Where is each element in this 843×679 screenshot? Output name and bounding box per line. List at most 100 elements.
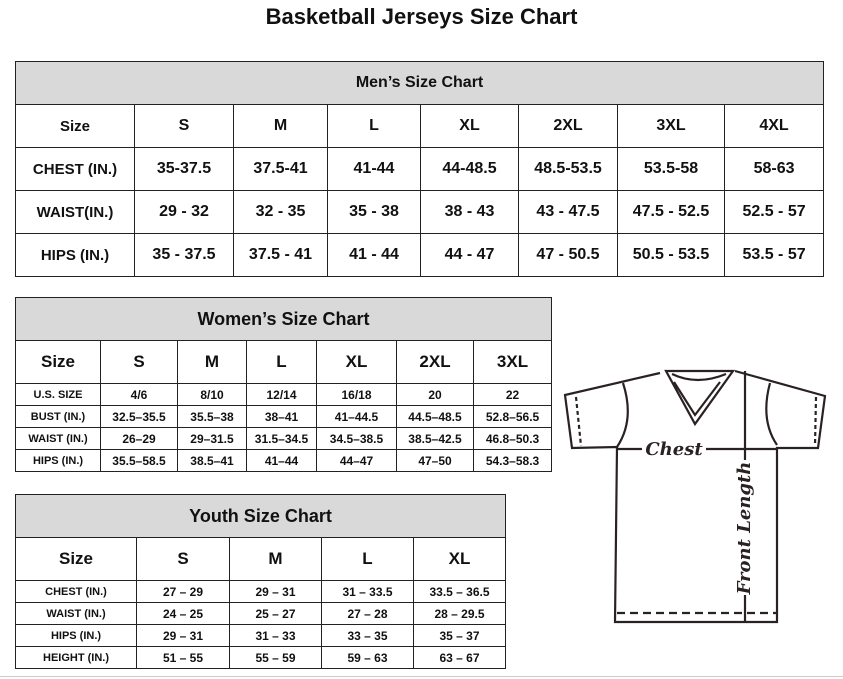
- table-cell: 53.5-58: [617, 147, 725, 191]
- table-cell: 31 – 33.5: [321, 580, 414, 603]
- table-cell: 47.5 - 52.5: [617, 190, 725, 234]
- table-cell: 16/18: [316, 383, 397, 406]
- table-row: HIPS (IN.) 35.5–58.5 38.5–41 41–44 44–47 47–5…: [15, 449, 553, 472]
- table-cell: 63 – 67: [412, 646, 507, 669]
- table-cell: 53.5 - 57: [723, 233, 825, 277]
- row-label: WAIST(IN.): [15, 190, 135, 234]
- table-cell: S: [134, 104, 234, 148]
- table-cell: 43 - 47.5: [518, 190, 618, 234]
- table-row: WAIST(IN.) 29 - 32 32 - 35 35 - 38 38 - 43 43…: [15, 190, 825, 234]
- table-cell: 33 – 35: [321, 624, 414, 647]
- row-label: BUST (IN.): [15, 405, 101, 428]
- table-row: HIPS (IN.) 35 - 37.5 37.5 - 41 41 - 44 44 - …: [15, 233, 825, 277]
- table-cell: 41-44: [327, 147, 421, 191]
- table-cell: 35.5–58.5: [100, 449, 178, 472]
- table-cell: 32.5–35.5: [100, 405, 178, 428]
- table-cell: 29 – 31: [136, 624, 230, 647]
- table-cell: 20: [396, 383, 474, 406]
- table-cell: S: [100, 340, 178, 384]
- table-cell: 54.3–58.3: [472, 449, 553, 472]
- table-cell: 47–50: [396, 449, 474, 472]
- table-cell: 33.5 – 36.5: [412, 580, 507, 603]
- table-cell: 58-63: [723, 147, 825, 191]
- table-cell: 31 – 33: [229, 624, 322, 647]
- table-cell: 35.5–38: [177, 405, 247, 428]
- table-cell: 22: [472, 383, 553, 406]
- table-cell: 27 – 29: [136, 580, 230, 603]
- row-label: HIPS (IN.): [15, 449, 101, 472]
- tshirt-outline: [563, 369, 827, 624]
- table-cell: 34.5–38.5: [316, 427, 397, 450]
- mens-chart-caption: Men’s Size Chart: [14, 61, 825, 105]
- table-cell: 3XL: [472, 340, 553, 384]
- table-cell: 44–47: [316, 449, 397, 472]
- table-cell: M: [233, 104, 328, 148]
- table-cell: 29 - 32: [134, 190, 234, 234]
- womens-size-chart: Women’s Size Chart Size S M L XL 2XL 3XL U.S. S…: [14, 297, 553, 472]
- table-cell: 28 – 29.5: [412, 602, 507, 625]
- table-cell: 31.5–34.5: [246, 427, 317, 450]
- table-cell: L: [321, 537, 414, 581]
- table-cell: 2XL: [518, 104, 618, 148]
- table-cell: M: [177, 340, 247, 384]
- table-cell: L: [246, 340, 317, 384]
- table-cell: 46.8–50.3: [472, 427, 553, 450]
- table-row: BUST (IN.) 32.5–35.5 35.5–38 38–41 41–44.5 44…: [15, 405, 553, 428]
- table-cell: 25 – 27: [229, 602, 322, 625]
- header-row: Size S M L XL 2XL 3XL: [15, 340, 553, 384]
- header-row: Size S M L XL 2XL 3XL 4XL: [15, 104, 825, 148]
- table-row: WAIST (IN.) 26–29 29–31.5 31.5–34.5 34.5–38.…: [15, 427, 553, 450]
- tshirt-diagram: Chest Front Length: [563, 369, 827, 624]
- table-cell: 51 – 55: [136, 646, 230, 669]
- table-cell: XL: [420, 104, 519, 148]
- row-label: WAIST (IN.): [15, 427, 101, 450]
- table-cell: 35 - 37.5: [134, 233, 234, 277]
- youth-chart-caption: Youth Size Chart: [14, 494, 507, 538]
- table-cell: 52.8–56.5: [472, 405, 553, 428]
- table-cell: 38.5–41: [177, 449, 247, 472]
- table-cell: 37.5-41: [233, 147, 328, 191]
- table-row: HIPS (IN.) 29 – 31 31 – 33 33 – 35 35 – 37: [15, 624, 507, 647]
- table-cell: 52.5 - 57: [723, 190, 825, 234]
- youth-size-chart: Youth Size Chart Size S M L XL CHEST (IN.) 27 …: [14, 494, 507, 669]
- table-cell: 27 – 28: [321, 602, 414, 625]
- table-cell: 24 – 25: [136, 602, 230, 625]
- table-cell: 41–44.5: [316, 405, 397, 428]
- table-cell: 4XL: [723, 104, 825, 148]
- table-cell: 44 - 47: [420, 233, 519, 277]
- table-cell: 37.5 - 41: [233, 233, 328, 277]
- table-cell: 59 – 63: [321, 646, 414, 669]
- table-row: CHEST (IN.) 35-37.5 37.5-41 41-44 44-48.5 48.…: [15, 147, 825, 191]
- table-cell: 35 – 37: [412, 624, 507, 647]
- table-row: WAIST (IN.) 24 – 25 25 – 27 27 – 28 28 – 29.…: [15, 602, 507, 625]
- womens-chart-caption: Women’s Size Chart: [14, 297, 553, 341]
- row-label: U.S. SIZE: [15, 383, 101, 406]
- table-cell: XL: [412, 537, 507, 581]
- table-row: CHEST (IN.) 27 – 29 29 – 31 31 – 33.5 33.5 –…: [15, 580, 507, 603]
- table-cell: 38–41: [246, 405, 317, 428]
- bottom-divider: [0, 676, 843, 677]
- table-cell: 3XL: [617, 104, 725, 148]
- table-row: U.S. SIZE 4/6 8/10 12/14 16/18 20 22: [15, 383, 553, 406]
- row-label: WAIST (IN.): [15, 602, 137, 625]
- row-label: Size: [15, 340, 101, 384]
- table-cell: 47 - 50.5: [518, 233, 618, 277]
- row-label: HIPS (IN.): [15, 624, 137, 647]
- table-cell: 55 – 59: [229, 646, 322, 669]
- mens-size-chart: Men’s Size Chart Size S M L XL 2XL 3XL 4XL CHEST…: [14, 61, 825, 277]
- table-cell: 2XL: [396, 340, 474, 384]
- page-title: Basketball Jerseys Size Chart: [265, 4, 578, 29]
- table-cell: 50.5 - 53.5: [617, 233, 725, 277]
- row-label: HIPS (IN.): [15, 233, 135, 277]
- table-cell: 41 - 44: [327, 233, 421, 277]
- table-cell: 38.5–42.5: [396, 427, 474, 450]
- chest-label: Chest: [645, 439, 703, 460]
- table-cell: 26–29: [100, 427, 178, 450]
- table-cell: 35 - 38: [327, 190, 421, 234]
- table-row: HEIGHT (IN.) 51 – 55 55 – 59 59 – 63 63 – 67: [15, 646, 507, 669]
- table-cell: 32 - 35: [233, 190, 328, 234]
- row-label: Size: [15, 104, 135, 148]
- header-row: Size S M L XL: [15, 537, 507, 581]
- tshirt-collar: [664, 369, 736, 427]
- table-cell: 48.5-53.5: [518, 147, 618, 191]
